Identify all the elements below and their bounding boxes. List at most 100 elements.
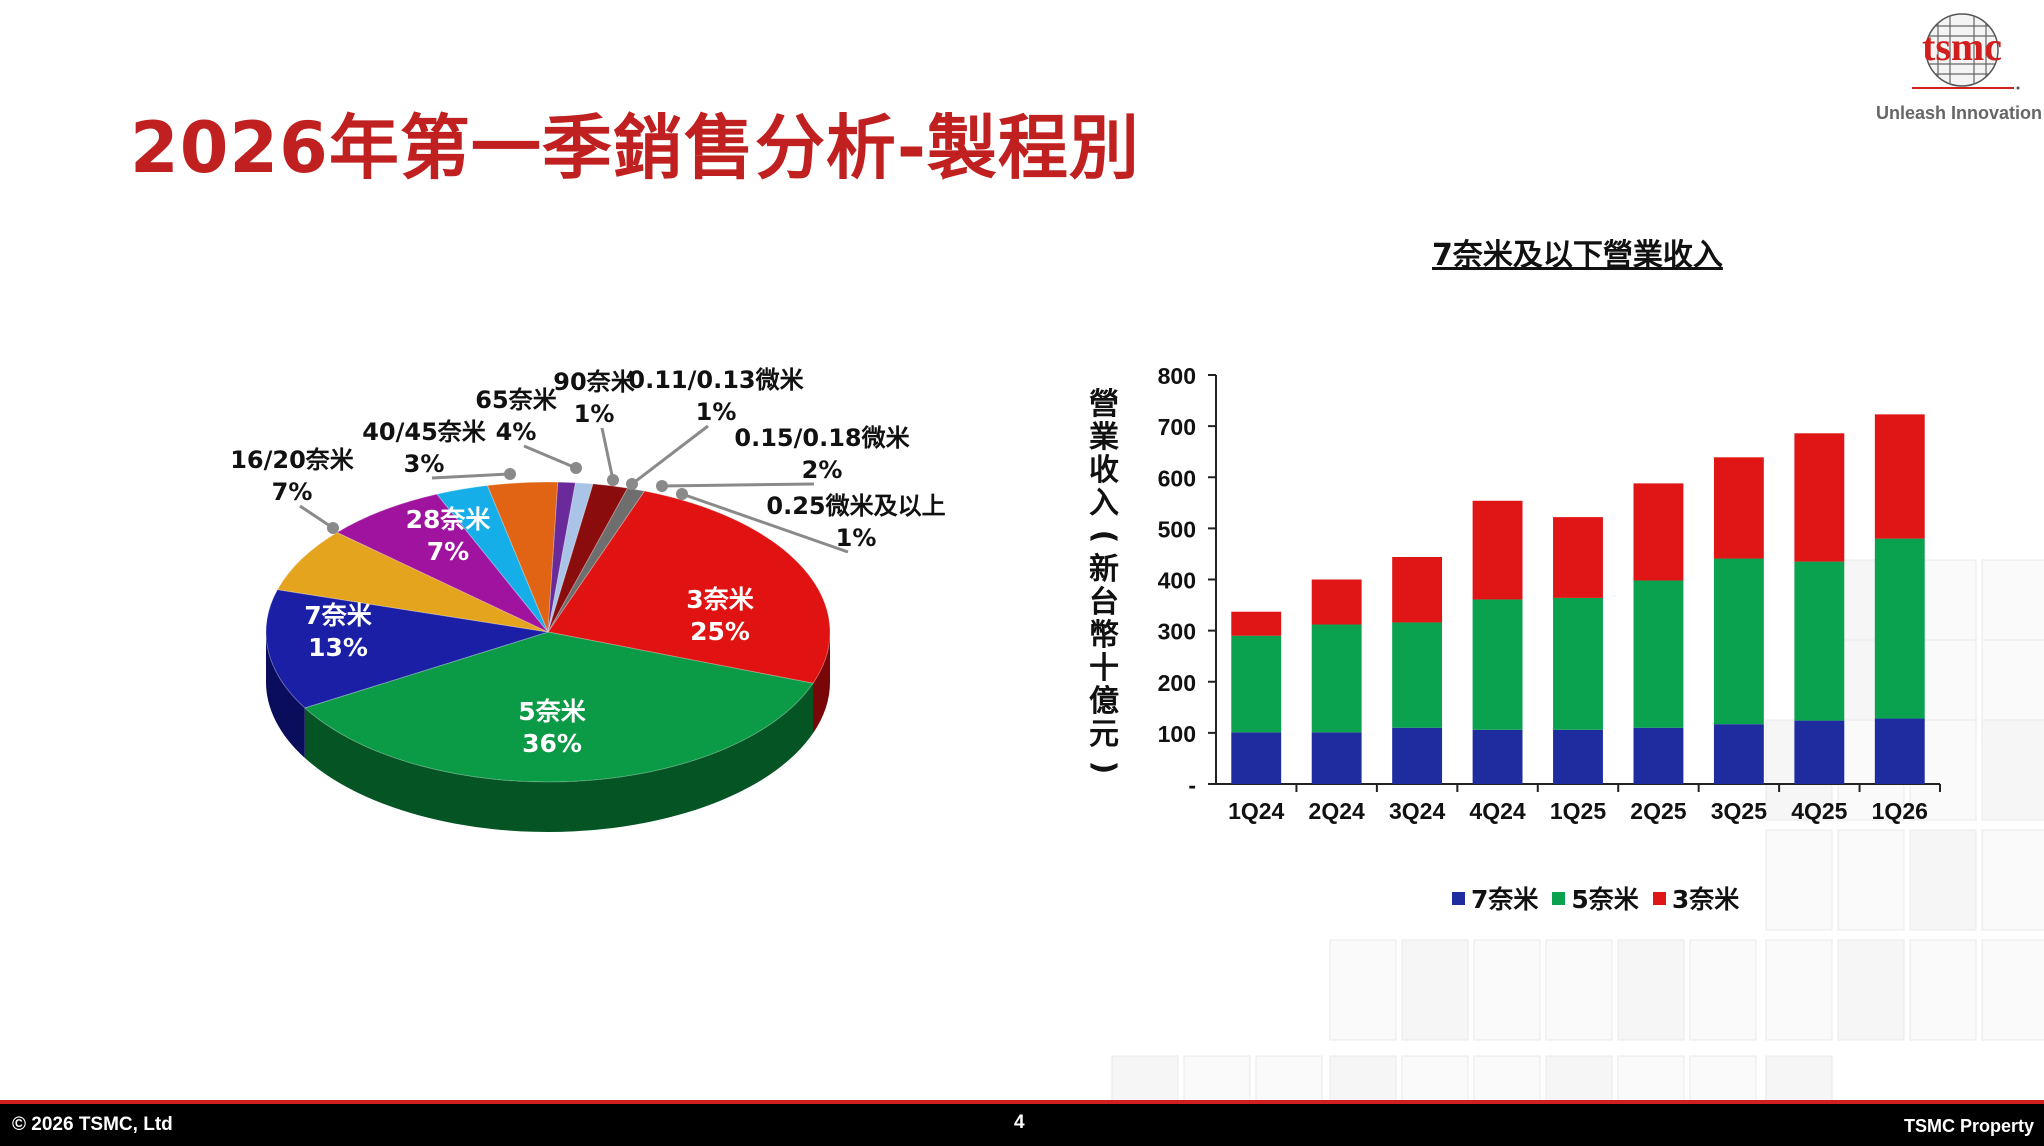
bar-segment <box>1633 727 1684 784</box>
y-tick-label: 200 <box>1158 670 1196 696</box>
bg-grid-cell <box>1765 939 1833 1041</box>
pie-slice-percent: 7% <box>272 478 313 506</box>
bg-grid-cell <box>1545 939 1613 1041</box>
bg-grid-cell <box>1909 939 1977 1041</box>
bar-segment <box>1311 624 1362 733</box>
tsmc-logo: tsmc <box>1912 13 2020 90</box>
y-tick-label: - <box>1188 772 1196 798</box>
pie-slice <box>547 483 629 633</box>
y-tick-label: 400 <box>1158 568 1196 594</box>
revenue-bar-chart: - 100 200 300 400 500 600 700 800 1Q24 2Q24 3Q24 4Q2… <box>1158 363 1941 824</box>
x-tick-label: 2Q24 <box>1309 798 1365 824</box>
legend-swatch <box>1652 891 1666 905</box>
bar-segment <box>1874 538 1925 719</box>
bg-grid-cell <box>1401 939 1469 1041</box>
bar-segment <box>1633 580 1684 728</box>
y-tick-label: 100 <box>1158 721 1196 747</box>
bar-segment <box>1553 729 1603 784</box>
pie-leader-dot <box>327 522 339 534</box>
pie-slice-label: 0.25微米及以上 <box>766 492 945 520</box>
pie-slice <box>303 631 814 783</box>
x-tick-label: 2Q25 <box>1630 798 1686 824</box>
pie-slice-percent: 2% <box>802 456 843 484</box>
pie-side-wall <box>812 632 831 734</box>
bg-grid-cell <box>1981 939 2044 1041</box>
bar-segment <box>1231 611 1282 636</box>
page-number: 4 <box>1014 1112 1025 1133</box>
bar-segment <box>1633 483 1684 581</box>
bar-segment <box>1231 635 1282 733</box>
footer-property: TSMC Property <box>1904 1116 2035 1136</box>
pie-leader-dot <box>607 474 619 486</box>
pie-leader-line <box>631 424 709 486</box>
pie-leader-dot <box>656 480 668 492</box>
pie-slice-percent: 7% <box>427 537 469 566</box>
pie-side-wall <box>266 632 305 758</box>
pie-slice-label: 3奈米 <box>686 585 754 614</box>
pie-leader-line <box>431 472 511 480</box>
bar-segment <box>1472 599 1523 730</box>
pie-leader-dot <box>570 462 582 474</box>
ylabel-char: 入 <box>1089 486 1119 521</box>
pie-leader-dot <box>676 488 688 500</box>
bar-segment <box>1713 558 1764 725</box>
pie-slice-label: 0.11/0.13微米 <box>628 366 803 394</box>
bg-grid-cell <box>1617 939 1685 1041</box>
bar-segment <box>1794 561 1845 721</box>
bg-grid-cell <box>1837 939 1905 1041</box>
footer-bar <box>0 1104 2044 1146</box>
bg-grid-cell <box>1981 719 2044 821</box>
pie-leader-line <box>661 482 815 488</box>
pie-slice-label: 65奈米 <box>475 386 556 414</box>
bar-chart-legend: 7奈米 5奈米 3奈米 <box>1452 880 1739 916</box>
bar-segment <box>1874 718 1925 784</box>
x-tick-label: 1Q24 <box>1228 798 1284 824</box>
x-tick-label: 4Q25 <box>1791 798 1847 824</box>
legend-item: 7奈米 <box>1452 880 1538 916</box>
bar-segment <box>1794 433 1845 562</box>
pie-slice-percent: 36% <box>522 729 582 758</box>
bar-segment <box>1231 732 1282 784</box>
bar-chart-ylabel: 營業收入(新台幣十億元) <box>1082 388 1126 784</box>
x-tick-label: 1Q26 <box>1872 798 1928 824</box>
tagline: Unleash Innovation <box>1876 103 2043 123</box>
pie-slice <box>436 484 549 633</box>
page-title: 2026年第一季銷售分析-製程別 <box>130 107 1140 189</box>
pie-slice-percent: 13% <box>308 633 368 662</box>
ylabel-char: 業 <box>1089 420 1119 455</box>
y-tick-label: 600 <box>1158 465 1196 491</box>
ylabel-char: 十 <box>1089 651 1119 686</box>
bg-grid-cell <box>1909 829 1977 931</box>
legend-swatch <box>1552 891 1566 905</box>
pie-slice-label: 28奈米 <box>406 505 492 534</box>
bar-segment <box>1794 720 1845 784</box>
x-tick-label: 3Q25 <box>1711 798 1767 824</box>
pie-leader-dot <box>626 478 638 490</box>
pie-slice-label: 0.15/0.18微米 <box>734 424 909 452</box>
pie-slice-label: 5奈米 <box>518 697 586 726</box>
pie-slice-label: 16/20奈米 <box>230 446 354 474</box>
bg-grid-cell <box>1689 939 1757 1041</box>
ylabel-char: 台 <box>1089 585 1119 620</box>
bar-segment <box>1472 729 1523 784</box>
x-tick-label: 1Q25 <box>1550 798 1606 824</box>
legend-item: 5奈米 <box>1552 880 1639 916</box>
bg-grid-cell <box>1765 829 1833 931</box>
pie-leader-line <box>681 492 849 554</box>
pie-slice <box>336 493 549 633</box>
pie-slice-percent: 1% <box>574 400 615 428</box>
bg-grid-cell <box>1981 829 2044 931</box>
bar-segment <box>1553 517 1603 598</box>
bar-chart-title: 7奈米及以下營業收入 <box>1432 238 1723 273</box>
pie-slice-percent: 1% <box>836 524 877 552</box>
pie-leader-line <box>600 427 615 481</box>
bar-segment <box>1472 500 1523 600</box>
bar-segment <box>1713 724 1764 784</box>
ylabel-char: 元 <box>1089 717 1119 752</box>
legend-label: 5奈米 <box>1571 885 1639 914</box>
bar-segment <box>1392 557 1443 623</box>
ylabel-char: 營 <box>1089 387 1119 422</box>
ylabel-char: 新 <box>1089 552 1119 587</box>
pie-slice-percent: 1% <box>696 398 737 426</box>
pie-slice <box>547 482 594 633</box>
